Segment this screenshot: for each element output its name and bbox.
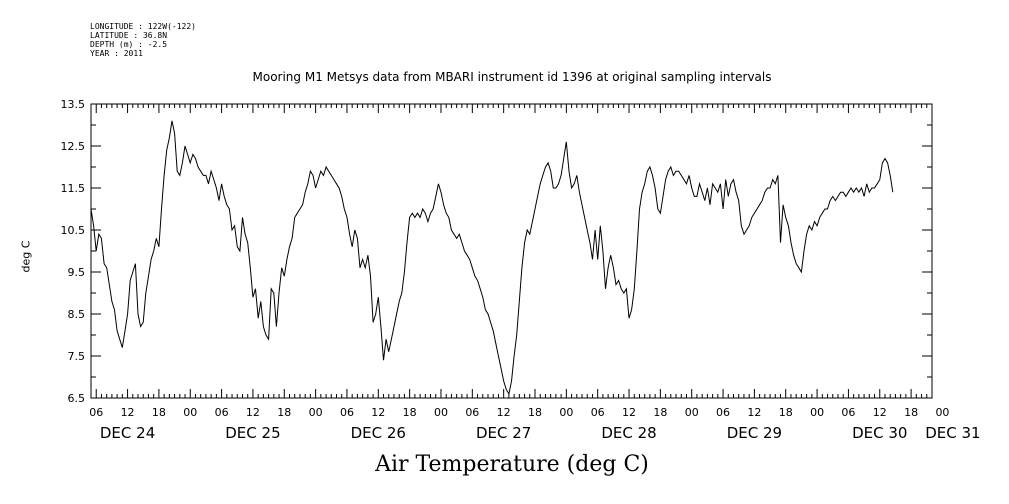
latitude-text: LATITUDE : 36.8N <box>90 31 168 40</box>
x-hour-label: 18 <box>528 406 542 419</box>
x-hour-label: 12 <box>121 406 135 419</box>
x-hour-label: 18 <box>779 406 793 419</box>
x-day-label: DEC 29 <box>727 424 782 442</box>
x-hour-label: 06 <box>841 406 855 419</box>
longitude-text: LONGITUDE : 122W(-122) <box>90 22 196 31</box>
plot-axes <box>90 103 933 399</box>
location-metadata: LONGITUDE : 122W(-122) LATITUDE : 36.8N … <box>90 22 196 58</box>
x-hour-label: 12 <box>747 406 761 419</box>
x-hour-label: 00 <box>935 406 949 419</box>
x-day-label: DEC 30 <box>852 424 907 442</box>
y-tick-label: 11.5 <box>61 182 86 195</box>
x-day-label: DEC 31 <box>925 424 980 442</box>
year-text: YEAR : 2011 <box>90 49 143 58</box>
y-tick-label: 9.5 <box>68 266 86 279</box>
depth-text: DEPTH (m) : -2.5 <box>90 40 168 49</box>
x-hour-label: 18 <box>904 406 918 419</box>
series-layer <box>90 120 894 396</box>
x-hour-label: 06 <box>89 406 103 419</box>
y-tick-label: 8.5 <box>68 308 86 321</box>
air-temperature-line <box>90 120 894 396</box>
x-day-label: DEC 28 <box>601 424 656 442</box>
x-hour-label: 00 <box>559 406 573 419</box>
x-hour-label: 18 <box>653 406 667 419</box>
x-hour-label: 12 <box>497 406 511 419</box>
x-hour-label: 18 <box>152 406 166 419</box>
x-hour-label: 12 <box>873 406 887 419</box>
x-hour-label: 00 <box>309 406 323 419</box>
x-hour-label: 06 <box>591 406 605 419</box>
x-hour-label: 06 <box>340 406 354 419</box>
y-tick-label: 10.5 <box>61 224 86 237</box>
x-day-label: DEC 27 <box>476 424 531 442</box>
x-hour-label: 18 <box>403 406 417 419</box>
x-day-label: DEC 24 <box>100 424 155 442</box>
x-hour-label: 00 <box>434 406 448 419</box>
tick-labels: 6.5 7.5 8.5 9.5 10.5 11.5 12.5 13.5 06 12 18 00 06 12… <box>61 98 981 442</box>
y-tick-label: 13.5 <box>61 98 86 111</box>
x-hour-label: 00 <box>685 406 699 419</box>
y-tick-label: 7.5 <box>68 350 86 363</box>
x-hour-label: 00 <box>183 406 197 419</box>
x-hour-label: 06 <box>465 406 479 419</box>
plot-frame <box>90 103 933 399</box>
x-day-label: DEC 25 <box>225 424 280 442</box>
x-hour-label: 18 <box>277 406 291 419</box>
x-axis-title: Air Temperature (deg C) <box>375 452 649 477</box>
x-hour-label: 06 <box>716 406 730 419</box>
x-hour-label: 12 <box>622 406 636 419</box>
axis-ticks <box>90 103 933 399</box>
y-tick-label: 12.5 <box>61 140 86 153</box>
x-hour-label: 12 <box>371 406 385 419</box>
x-hour-label: 00 <box>810 406 824 419</box>
chart-title: Mooring M1 Metsys data from MBARI instru… <box>252 70 772 84</box>
x-day-label: DEC 26 <box>351 424 406 442</box>
y-tick-label: 6.5 <box>68 392 86 405</box>
x-hour-label: 06 <box>215 406 229 419</box>
x-hour-label: 12 <box>246 406 260 419</box>
